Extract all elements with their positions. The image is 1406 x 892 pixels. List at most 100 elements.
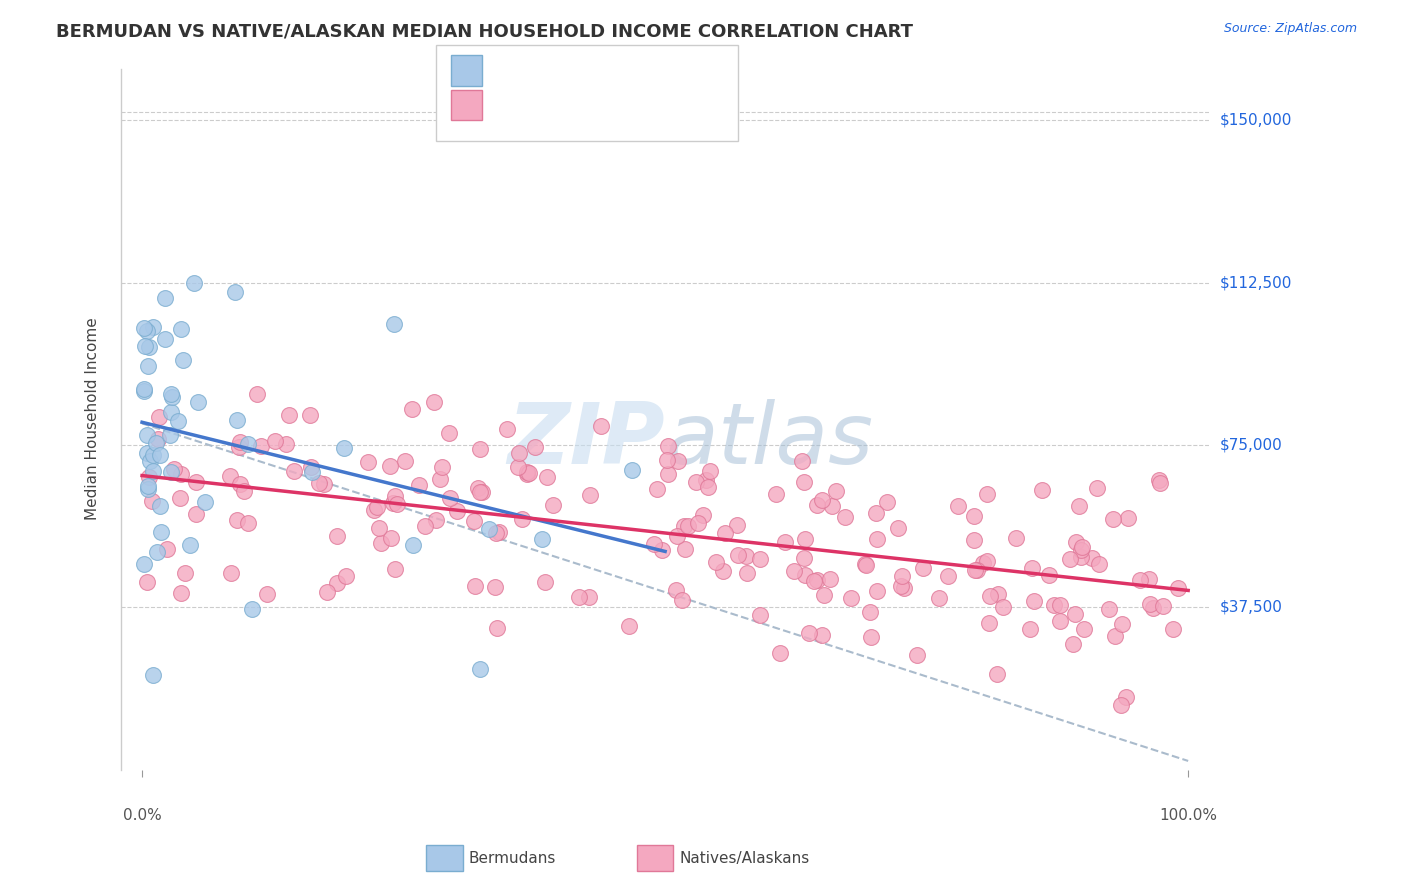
Point — [810, 628, 832, 642]
Point — [228, 441, 250, 455]
Point — [485, 621, 508, 635]
Point — [797, 626, 820, 640]
Point — [387, 497, 409, 511]
Point — [876, 495, 898, 509]
Point — [236, 437, 259, 451]
Point — [855, 558, 877, 573]
Point — [834, 509, 856, 524]
Point — [149, 500, 172, 514]
Point — [782, 564, 804, 578]
Point — [695, 473, 717, 487]
Point — [160, 465, 183, 479]
Point — [1062, 637, 1084, 651]
Point — [665, 529, 688, 543]
Point — [471, 485, 494, 500]
Point — [818, 572, 841, 586]
Point — [439, 491, 461, 506]
Point — [523, 440, 546, 454]
Point — [543, 498, 565, 512]
Point — [986, 667, 1008, 681]
Point — [859, 606, 882, 620]
Text: atlas: atlas — [665, 399, 873, 482]
Point — [793, 568, 815, 582]
Point — [963, 533, 986, 547]
Point — [792, 453, 814, 467]
Point — [749, 552, 772, 566]
Point — [169, 467, 191, 481]
Point — [699, 464, 721, 478]
Point — [366, 500, 388, 514]
Point — [446, 504, 468, 518]
Point — [1073, 622, 1095, 636]
Text: 199: 199 — [655, 98, 688, 112]
Point — [966, 563, 988, 577]
Point — [671, 592, 693, 607]
Point — [155, 332, 177, 346]
Point — [496, 422, 519, 436]
Point — [972, 556, 994, 570]
Point — [314, 477, 336, 491]
Point — [853, 558, 876, 572]
Point — [1059, 551, 1081, 566]
Point — [1071, 540, 1094, 554]
Point — [911, 560, 934, 574]
Point — [839, 591, 862, 605]
Point — [138, 454, 160, 468]
Point — [470, 662, 492, 676]
Point — [160, 386, 183, 401]
Text: 0.0%: 0.0% — [122, 808, 162, 823]
Point — [793, 532, 815, 546]
Text: R =: R = — [491, 63, 524, 78]
Point — [299, 408, 322, 422]
Point — [326, 576, 349, 591]
Text: Bermudans: Bermudans — [468, 851, 555, 865]
Point — [357, 455, 380, 469]
Point — [508, 459, 530, 474]
Point — [765, 487, 787, 501]
Point — [221, 566, 243, 580]
Point — [135, 324, 157, 338]
Point — [468, 484, 491, 499]
Point — [962, 509, 984, 524]
Point — [229, 476, 252, 491]
Point — [274, 437, 297, 451]
Point — [534, 575, 557, 590]
Point — [686, 516, 709, 531]
Point — [145, 436, 167, 450]
Text: N =: N = — [609, 98, 643, 112]
Text: ZIP: ZIP — [508, 399, 665, 482]
Point — [696, 480, 718, 494]
Point — [169, 491, 191, 505]
Point — [277, 408, 299, 422]
Point — [775, 534, 797, 549]
Point — [153, 291, 176, 305]
Point — [142, 667, 165, 681]
Point — [893, 582, 915, 596]
Point — [887, 521, 910, 535]
Point — [368, 520, 391, 534]
Point — [142, 448, 165, 462]
Point — [806, 499, 828, 513]
Point — [172, 352, 194, 367]
Point — [890, 579, 912, 593]
Point — [617, 618, 640, 632]
Point — [408, 478, 430, 492]
Point — [138, 359, 160, 374]
Point — [979, 589, 1001, 603]
Point — [657, 439, 679, 453]
Point — [704, 555, 727, 569]
Point — [508, 446, 530, 460]
Point — [229, 434, 252, 449]
Point — [813, 588, 835, 602]
Point — [163, 462, 186, 476]
Point — [484, 580, 506, 594]
Point — [464, 578, 486, 592]
Point — [326, 529, 349, 543]
Point — [1087, 481, 1109, 495]
Point — [1081, 550, 1104, 565]
Point — [578, 591, 600, 605]
Point — [415, 518, 437, 533]
Point — [394, 454, 416, 468]
Point — [673, 519, 696, 533]
Text: Natives/Alaskans: Natives/Alaskans — [679, 851, 810, 865]
